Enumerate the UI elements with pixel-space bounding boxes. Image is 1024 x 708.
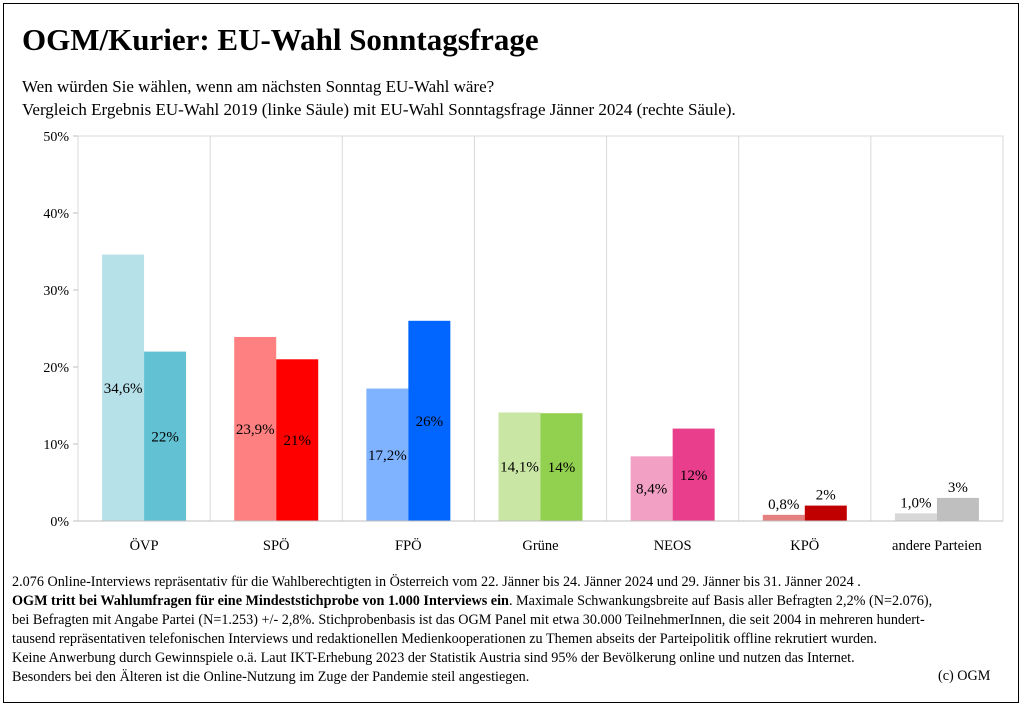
footnote-bold-statement: OGM tritt bei Wahlumfragen für eine Mind… (12, 593, 509, 609)
x-tick-label: andere Parteien (892, 538, 983, 554)
footnote-line-3: bei Befragten mit Angabe Partei (N=1.253… (12, 612, 925, 628)
copyright: (c) OGM (938, 668, 991, 684)
bar-eu-wahl-2019 (102, 254, 145, 521)
data-label: 0,8% (768, 497, 799, 513)
bar-sonntagsfrage-2024 (540, 413, 583, 521)
data-label: 23,9% (236, 422, 275, 438)
bar-eu-wahl-2019 (894, 513, 937, 521)
bar-eu-wahl-2019 (630, 456, 673, 521)
bar-eu-wahl-2019 (762, 514, 805, 521)
y-tick-label: 20% (43, 361, 69, 376)
bar-chart: 0% 10% 20% 30% 40% 50% 34,6% 22% ÖVP 23,9% 21% SPÖ 1… (43, 130, 1004, 554)
x-tick-label: ÖVP (130, 537, 159, 554)
bar-sonntagsfrage-2024 (936, 497, 979, 521)
bar-sonntagsfrage-2024 (276, 359, 319, 521)
data-label: 3% (948, 480, 968, 496)
data-label: 34,6% (104, 381, 143, 397)
y-tick-label: 10% (43, 438, 69, 453)
data-label: 21% (283, 433, 311, 449)
bar-eu-wahl-2019 (498, 412, 541, 521)
data-label: 2% (816, 488, 836, 504)
bar-sonntagsfrage-2024 (672, 428, 715, 521)
bar-sonntagsfrage-2024 (408, 320, 451, 521)
data-label: 14% (548, 460, 576, 476)
data-label: 22% (151, 429, 179, 445)
x-tick-label: Grüne (522, 538, 558, 554)
data-label: 14,1% (500, 460, 539, 476)
y-tick-label: 30% (43, 284, 69, 299)
data-label: 12% (680, 468, 708, 484)
bar-sonntagsfrage-2024 (144, 351, 187, 521)
chart-subtitle-line-1: Wen würden Sie wählen, wenn am nächsten … (22, 77, 495, 96)
footnote-line-4: tausend repräsentativen telefonischen In… (12, 631, 878, 647)
y-tick-label: 0% (50, 515, 69, 530)
x-tick-label: NEOS (654, 538, 692, 554)
x-tick-label: FPÖ (395, 537, 422, 554)
bar-eu-wahl-2019 (366, 388, 409, 521)
chart-title: OGM/Kurier: EU-Wahl Sonntagsfrage (22, 22, 539, 57)
footnote-line-6: Besonders bei den Älteren ist die Online… (12, 669, 530, 685)
y-tick-label: 50% (43, 130, 69, 145)
y-tick-label: 40% (43, 207, 69, 222)
footnote-line-2: OGM tritt bei Wahlumfragen für eine Mind… (12, 592, 1012, 611)
data-label: 1,0% (900, 495, 931, 511)
footnote-line-2-rest: . Maximale Schwankungsbreite auf Basis a… (508, 593, 933, 609)
x-tick-label: KPÖ (790, 537, 819, 554)
data-label: 26% (416, 414, 444, 430)
footnote-line-1: 2.076 Online-Interviews repräsentativ fü… (12, 574, 861, 590)
chart-subtitle-line-2: Vergleich Ergebnis EU-Wahl 2019 (linke S… (22, 100, 736, 119)
bar-sonntagsfrage-2024 (804, 505, 847, 521)
x-tick-label: SPÖ (263, 537, 290, 554)
data-label: 17,2% (368, 448, 407, 464)
footnote-line-5: Keine Anwerbung durch Gewinnspiele o.ä. … (12, 650, 855, 666)
data-label: 8,4% (636, 482, 667, 498)
bar-eu-wahl-2019 (234, 336, 277, 521)
